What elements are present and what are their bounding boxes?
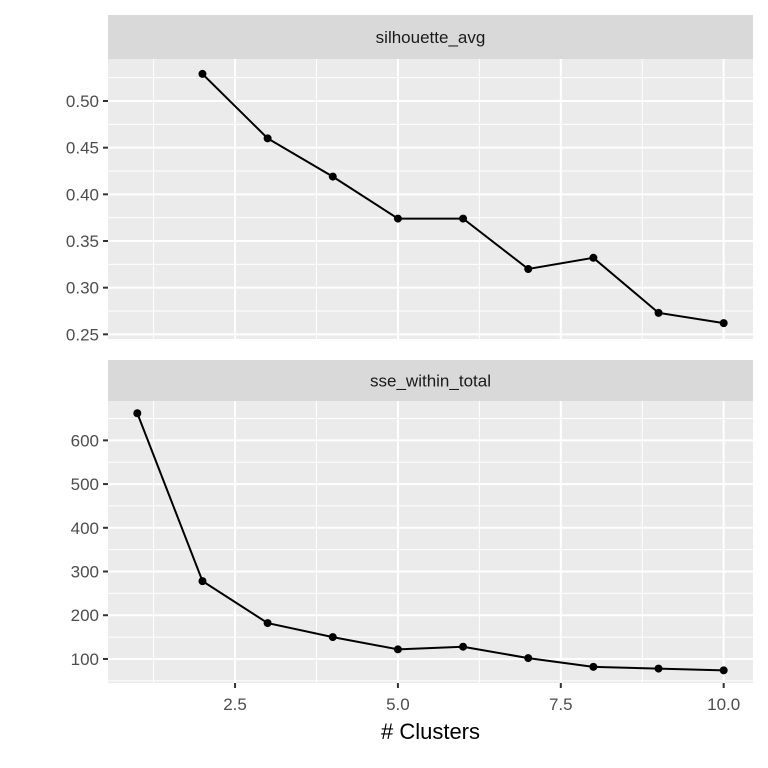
plot-panel bbox=[108, 401, 753, 683]
data-point bbox=[263, 134, 272, 143]
data-point bbox=[263, 619, 272, 628]
facet-strip bbox=[108, 360, 753, 401]
data-point bbox=[328, 633, 337, 642]
facet-strip bbox=[108, 15, 753, 59]
data-point bbox=[589, 253, 598, 262]
data-point bbox=[133, 409, 142, 418]
x-tick-label: 7.5 bbox=[549, 695, 573, 714]
data-point bbox=[524, 265, 533, 273]
data-point bbox=[524, 654, 533, 663]
y-tick-label: 100 bbox=[71, 650, 99, 669]
y-tick-label: 0.25 bbox=[66, 325, 99, 344]
data-point bbox=[328, 172, 337, 181]
data-point bbox=[198, 69, 207, 78]
data-point bbox=[719, 666, 728, 675]
x-tick-label: 10.0 bbox=[707, 695, 740, 714]
y-tick-label: 500 bbox=[71, 475, 99, 494]
y-tick-label: 300 bbox=[71, 563, 99, 582]
y-tick-label: 200 bbox=[71, 606, 99, 625]
y-tick-label: 600 bbox=[71, 431, 99, 450]
facet-strip-label: sse_within_total bbox=[370, 372, 491, 391]
data-line bbox=[136, 412, 724, 672]
y-tick-label: 0.30 bbox=[66, 279, 99, 298]
facet-panel-sse_within_total: sse_within_total 100 200 300 400 500 600 bbox=[71, 360, 753, 683]
x-tick-label: 2.5 bbox=[223, 695, 247, 714]
data-point bbox=[719, 319, 728, 328]
facet-panel-silhouette_avg: silhouette_avg 0.25 0.30 0.35 0.40 0.45 0.50 bbox=[66, 15, 753, 344]
plot-panel bbox=[108, 59, 753, 339]
data-point bbox=[654, 664, 663, 673]
x-axis-title: # Clusters bbox=[381, 719, 480, 744]
data-point bbox=[393, 214, 402, 223]
x-tick-label: 5.0 bbox=[386, 695, 410, 714]
y-tick-label: 400 bbox=[71, 519, 99, 538]
y-tick-label: 0.35 bbox=[66, 232, 99, 251]
data-point bbox=[459, 642, 468, 651]
data-point bbox=[459, 214, 468, 223]
y-tick-label: 0.50 bbox=[66, 92, 99, 111]
data-point bbox=[393, 645, 402, 654]
y-tick-label: 0.45 bbox=[66, 139, 99, 158]
data-point bbox=[198, 577, 207, 586]
data-point bbox=[654, 308, 663, 317]
facet-strip-label: silhouette_avg bbox=[376, 28, 486, 47]
y-tick-label: 0.40 bbox=[66, 185, 99, 204]
data-point bbox=[589, 662, 598, 671]
